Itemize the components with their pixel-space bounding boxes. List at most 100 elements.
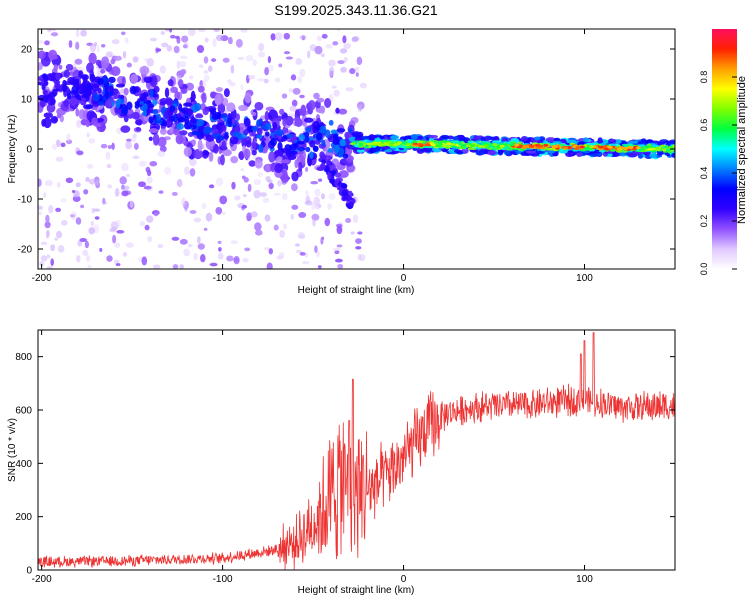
spectrogram-cell	[54, 81, 61, 90]
spectrogram-cell	[238, 151, 245, 160]
spectrogram-cell	[597, 139, 604, 144]
spectrogram-cell	[279, 108, 285, 115]
spectrogram-cell	[41, 84, 46, 91]
spectrogram-cell	[164, 166, 172, 175]
spectrogram-cell	[74, 58, 83, 65]
spectrogram-cell	[267, 56, 272, 64]
spectrogram-cell	[71, 189, 76, 194]
spectrogram-cell	[529, 144, 535, 148]
spectrogram-cell	[327, 203, 332, 210]
spectrogram-x-axis-label: Height of straight line (km)	[298, 285, 415, 296]
spectrogram-cell	[307, 50, 311, 59]
spectrogram-cell	[257, 144, 264, 153]
spectrogram-cell	[318, 178, 323, 182]
spectrogram-cell	[270, 33, 276, 41]
spectrogram-cell	[238, 104, 248, 112]
spectrogram-cell	[189, 210, 197, 214]
spectrogram-cell	[165, 97, 173, 106]
spectrogram-cell	[115, 83, 125, 88]
spectrogram-cell	[152, 108, 159, 115]
spectrogram-cell	[348, 190, 353, 196]
spectrogram-cell	[278, 63, 283, 68]
spectrogram-cell	[123, 87, 129, 96]
spectrogram-cell	[305, 190, 309, 197]
spectrogram-cell	[197, 85, 205, 93]
spectrogram-cell	[104, 100, 113, 109]
spectrogram-cell	[502, 143, 508, 146]
spectrogram-cell	[94, 216, 100, 220]
spectrogram-cell	[136, 119, 143, 126]
spectrogram-cell	[47, 97, 56, 106]
spectrogram-cell	[50, 72, 57, 81]
spectrogram-cell	[312, 120, 320, 129]
spectrogram-cell	[602, 145, 608, 148]
spectrogram-cell	[212, 143, 219, 154]
spectrogram-cell	[291, 99, 298, 107]
spectrogram-cell	[218, 247, 222, 252]
spectrogram-cell	[579, 145, 585, 149]
spectrogram-cell	[76, 119, 82, 128]
spectrogram-cell	[458, 146, 463, 149]
spectrogram-cell	[234, 195, 241, 201]
spectrogram-cell	[356, 56, 363, 66]
spectrogram-cell	[115, 100, 121, 109]
spectrogram-cell	[40, 255, 48, 262]
spectrogram-cell	[452, 136, 459, 141]
spectrogram-cell	[80, 204, 85, 209]
spectrogram-cell	[85, 104, 94, 109]
spectrogram-cell	[243, 117, 251, 127]
spectrogram-cell	[146, 58, 155, 67]
spectrogram-cell	[202, 126, 212, 135]
spectrogram-cell	[257, 171, 263, 178]
spectrogram-cell	[289, 105, 297, 112]
spectrogram-cell	[235, 113, 241, 121]
spectrogram-cell	[245, 54, 254, 62]
spectrogram-cell	[520, 151, 528, 156]
spectrogram-cell	[174, 90, 180, 101]
spectrogram-cell	[342, 153, 349, 159]
spectrogram-cell	[177, 79, 184, 88]
spectrogram-cell	[478, 145, 483, 148]
spectrogram-cell	[576, 146, 581, 149]
spectrogram-cell	[551, 144, 557, 148]
spectrogram-cell	[121, 190, 129, 197]
spectrogram-cell	[324, 217, 331, 227]
spectrogram-cell	[230, 118, 237, 125]
spectrogram-cell	[227, 118, 233, 128]
spectrogram-cell	[215, 206, 223, 215]
spectrogram-cell	[298, 147, 304, 152]
spectrogram-cell	[622, 150, 628, 153]
spectrogram-cell	[166, 47, 170, 51]
spectrogram-cell	[105, 151, 111, 160]
spectrogram-cell	[320, 193, 326, 200]
spectrogram-cell	[251, 149, 257, 156]
spectrogram-cell	[357, 231, 363, 235]
spectrogram-cell	[50, 32, 59, 37]
snr-frame	[37, 329, 676, 571]
spectrogram-cell	[467, 147, 474, 150]
spectrogram-cell	[149, 37, 158, 42]
spectrogram-cell	[185, 82, 195, 91]
spectrogram-cell	[139, 160, 147, 167]
spectrogram-cell	[321, 33, 328, 39]
y-tick-label: 20	[21, 45, 33, 56]
spectrogram-cell	[153, 212, 159, 217]
spectrogram-cell	[246, 212, 252, 222]
spectrogram-cell	[227, 79, 232, 84]
spectrogram-cell	[406, 139, 414, 142]
spectrogram-cell	[304, 200, 313, 206]
spectrogram-cell	[589, 145, 595, 149]
spectrogram-cell	[93, 208, 101, 212]
spectrogram-cell	[223, 88, 230, 98]
spectrogram-cell	[240, 84, 244, 91]
spectrogram-cell	[138, 181, 146, 188]
spectrogram-cell	[299, 68, 306, 78]
spectrogram-cell	[329, 165, 334, 172]
spectrogram-cell	[332, 41, 339, 46]
spectrogram-cell	[355, 72, 359, 77]
snr-series-line	[38, 332, 675, 570]
spectrogram-cell	[171, 236, 180, 241]
spectrogram-cell	[592, 145, 598, 149]
spectrogram-cell	[338, 108, 348, 115]
spectrogram-cell	[156, 113, 161, 122]
